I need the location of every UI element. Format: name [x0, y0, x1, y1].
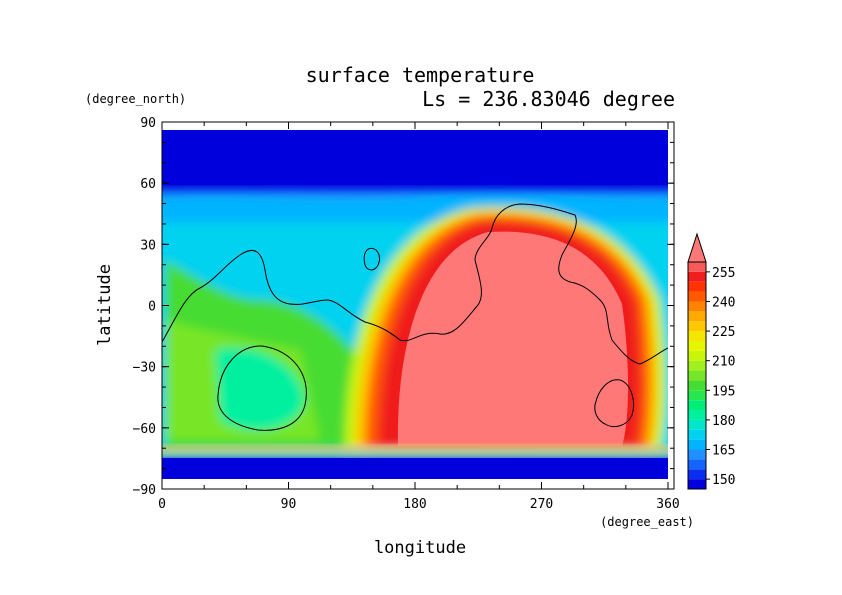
- contour-small-basin: [363, 247, 380, 271]
- y-tick-label: 90: [140, 116, 156, 131]
- colorbar-segment: [688, 311, 706, 322]
- colorbar: 255 240 225 210 195 180 165 150: [687, 232, 735, 490]
- colorbar-segment: [688, 449, 706, 460]
- field-south-edge-2: [162, 452, 668, 458]
- contour-lines: [162, 203, 668, 431]
- colorbar-segment: [688, 439, 706, 450]
- x-axis-label: longitude: [374, 538, 466, 558]
- field-north-edge-2: [162, 192, 668, 222]
- x-tick-label: 90: [281, 497, 297, 512]
- colorbar-segment: [688, 370, 706, 381]
- field-crater-basin: [215, 347, 305, 431]
- y-units-label: (degree_north): [85, 92, 186, 106]
- colorbar-segment: [688, 419, 706, 430]
- colorbar-segment: [688, 400, 706, 411]
- x-tick-label: 270: [530, 497, 553, 512]
- colorbar-segment: [688, 360, 706, 371]
- contour-dichotomy: [162, 203, 668, 365]
- colorbar-segment: [688, 380, 706, 391]
- colorbar-segment: [688, 331, 706, 341]
- chart-subtitle: Ls = 236.83046 degree: [422, 87, 675, 111]
- colorbar-segment: [688, 281, 706, 292]
- x-units-label: (degree_east): [600, 515, 694, 529]
- contour-argyre: [594, 379, 634, 428]
- colorbar-segment: [688, 340, 706, 351]
- colorbar-segment: [688, 350, 706, 361]
- y-tick-label: 30: [140, 238, 156, 253]
- field-max-region: [397, 231, 628, 446]
- chart-title: surface temperature: [306, 63, 535, 87]
- colorbar-segment: [688, 301, 706, 312]
- y-tick-label: −90: [133, 483, 156, 498]
- colorbar-label: 210: [712, 355, 735, 370]
- field-north-cap: [162, 130, 668, 185]
- colorbar-label: 180: [712, 414, 735, 429]
- x-tick-label: 360: [656, 497, 679, 512]
- x-ticks: 0 90 180 270 360: [158, 122, 680, 512]
- field-south-edge-1: [162, 446, 668, 456]
- colorbar-segment: [688, 429, 706, 440]
- colorbar-frame: [687, 261, 707, 490]
- colorbar-segment: [688, 479, 706, 489]
- colorbar-segment: [688, 271, 706, 282]
- colorbar-segment: [688, 262, 706, 272]
- y-tick-label: −30: [133, 361, 156, 376]
- colorbar-label: 165: [712, 444, 735, 459]
- temperature-field: [162, 130, 668, 479]
- colorbar-segment: [688, 321, 706, 332]
- colorbar-label: 225: [712, 325, 735, 340]
- colorbar-label: 195: [712, 384, 735, 399]
- contour-hellas: [217, 345, 307, 431]
- y-axis-label: latitude: [95, 264, 115, 346]
- colorbar-label: 150: [712, 473, 735, 488]
- colorbar-label: 240: [712, 295, 735, 310]
- colorbar-segment: [688, 469, 706, 480]
- colorbar-segment: [688, 410, 706, 420]
- colorbar-segment: [688, 459, 706, 470]
- y-tick-label: 0: [148, 300, 156, 315]
- y-tick-label: 60: [140, 177, 156, 192]
- colorbar-extend-arrow: [687, 232, 707, 263]
- colorbar-label: 255: [712, 266, 735, 281]
- colorbar-segment: [688, 390, 706, 401]
- colorbar-segment: [688, 291, 706, 302]
- y-ticks: 90 60 30 0 −30 −60 −90: [133, 116, 674, 498]
- x-tick-label: 180: [403, 497, 426, 512]
- y-tick-label: −60: [133, 422, 156, 437]
- field-south-cap: [162, 458, 668, 479]
- x-tick-label: 0: [158, 497, 166, 512]
